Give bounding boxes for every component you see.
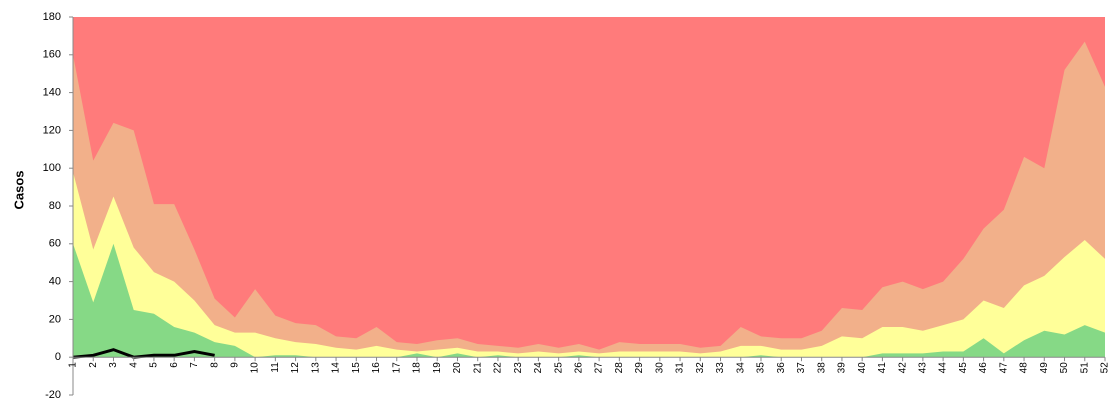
x-tick-label: 20 <box>452 362 463 374</box>
y-tick-label: 20 <box>49 313 61 325</box>
x-tick-label: 17 <box>391 362 402 374</box>
x-tick-label: 32 <box>695 362 706 374</box>
x-tick-label: 43 <box>918 362 929 374</box>
x-tick-label: 38 <box>816 362 827 374</box>
x-tick-label: 34 <box>735 362 746 374</box>
x-tick-label: 15 <box>351 362 362 374</box>
x-tick-label: 23 <box>513 362 524 374</box>
x-tick-label: 47 <box>998 362 1009 374</box>
x-tick-label: 51 <box>1079 362 1090 374</box>
area <box>73 243 1105 358</box>
x-tick-label: 25 <box>553 362 564 374</box>
y-tick-label: 100 <box>43 162 61 174</box>
x-tick-label: 45 <box>958 362 969 374</box>
x-tick-label: 5 <box>149 362 160 368</box>
y-axis-title: Casos <box>11 170 26 209</box>
x-tick-label: 11 <box>270 362 281 373</box>
x-tick-label: 42 <box>897 362 908 374</box>
y-tick-label: 120 <box>43 124 61 136</box>
x-tick-label: 44 <box>938 362 949 374</box>
x-tick-label: 16 <box>371 362 382 374</box>
y-tick-label: -20 <box>45 389 61 401</box>
x-tick-label: 13 <box>310 362 321 374</box>
x-tick-label: 39 <box>837 362 848 374</box>
x-tick-label: 26 <box>574 362 585 374</box>
x-tick-label: 29 <box>634 362 645 374</box>
x-tick-label: 1 <box>68 362 79 368</box>
x-tick-label: 10 <box>250 362 261 374</box>
y-tick-label: 80 <box>49 200 61 212</box>
x-tick-label: 27 <box>594 362 605 374</box>
x-tick-label: 14 <box>331 362 342 374</box>
x-tick-label: 30 <box>654 362 665 374</box>
x-tick-label: 37 <box>796 362 807 374</box>
y-tick-label: 180 <box>43 11 61 23</box>
x-tick-label: 21 <box>472 362 483 374</box>
x-tick-label: 36 <box>776 362 787 374</box>
x-tick-label: 4 <box>128 362 139 368</box>
x-tick-label: 2 <box>88 362 99 368</box>
y-tick-label: 160 <box>43 49 61 61</box>
x-tick-label: 28 <box>614 362 625 374</box>
x-tick-label: 49 <box>1039 362 1050 374</box>
x-tick-label: 6 <box>169 362 180 368</box>
y-tick-label: 0 <box>55 351 61 363</box>
x-tick-label: 40 <box>857 362 868 374</box>
x-tick-label: 3 <box>108 362 119 368</box>
x-tick-label: 31 <box>675 362 686 374</box>
x-tick-label: 19 <box>432 362 443 374</box>
y-tick-label: 40 <box>49 276 61 288</box>
x-tick-label: 41 <box>877 362 888 374</box>
x-tick-label: 24 <box>533 362 544 374</box>
x-tick-label: 12 <box>290 362 301 374</box>
x-tick-label: 8 <box>209 362 220 368</box>
x-tick-label: 9 <box>230 362 241 368</box>
x-tick-label: 46 <box>978 362 989 374</box>
x-tick-label: 50 <box>1059 362 1070 374</box>
area <box>73 17 1105 358</box>
x-tick-label: 35 <box>756 362 767 374</box>
y-tick-label: 60 <box>49 238 61 250</box>
x-tick-label: 7 <box>189 362 200 368</box>
x-tick-label: 48 <box>1019 362 1030 374</box>
x-tick-label: 18 <box>412 362 423 374</box>
x-tick-label: 52 <box>1100 362 1109 374</box>
x-tick-label: 22 <box>493 362 504 374</box>
y-tick-label: 140 <box>43 87 61 99</box>
line <box>72 348 215 359</box>
x-tick-label: 33 <box>715 362 726 374</box>
